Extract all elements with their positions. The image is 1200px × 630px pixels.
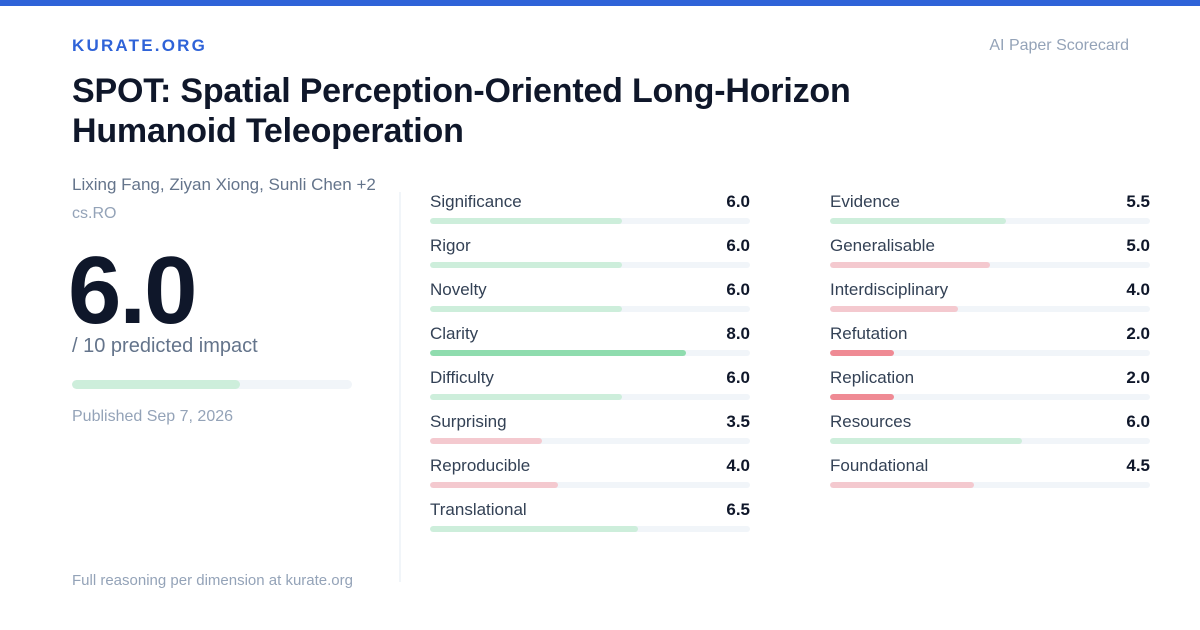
- column-divider: [399, 192, 401, 582]
- metric-interdisciplinary: Interdisciplinary 4.0: [830, 280, 1150, 324]
- metric-value: 4.0: [726, 456, 750, 475]
- metric-value: 3.5: [726, 412, 750, 431]
- metric-bar: [830, 394, 1150, 400]
- brand-logo[interactable]: KURATE.ORG: [72, 36, 208, 55]
- metric-value: 6.0: [726, 368, 750, 387]
- overall-score: 6.0: [68, 237, 197, 344]
- metric-resources: Resources 6.0: [830, 412, 1150, 456]
- metric-bar-fill: [430, 438, 542, 444]
- metric-bar: [430, 438, 750, 444]
- metric-significance: Significance 6.0: [430, 192, 750, 236]
- paper-authors: Lixing Fang, Ziyan Xiong, Sunli Chen +2: [72, 175, 376, 194]
- top-accent-bar: [0, 0, 1200, 6]
- metric-label: Evidence: [830, 192, 900, 211]
- metric-evidence: Evidence 5.5: [830, 192, 1150, 236]
- paper-category: cs.RO: [72, 205, 117, 222]
- metric-bar: [430, 482, 750, 488]
- metric-bar-fill: [430, 350, 686, 356]
- metric-bar-fill: [430, 262, 622, 268]
- metric-label: Resources: [830, 412, 912, 431]
- metric-bar-fill: [830, 218, 1006, 224]
- metric-label: Significance: [430, 192, 522, 211]
- metric-bar-fill: [830, 482, 974, 488]
- metric-bar-fill: [430, 394, 622, 400]
- metric-bar-fill: [830, 394, 894, 400]
- metric-bar-fill: [830, 350, 894, 356]
- metric-surprising: Surprising 3.5: [430, 412, 750, 456]
- metric-bar-fill: [430, 526, 638, 532]
- score-caption: / 10 predicted impact: [72, 335, 258, 357]
- metric-value: 2.0: [1126, 368, 1150, 387]
- metric-label: Replication: [830, 368, 915, 387]
- metric-bar-fill: [430, 218, 622, 224]
- metric-bar: [430, 306, 750, 312]
- metric-label: Novelty: [430, 280, 487, 299]
- metric-translational: Translational 6.5: [430, 500, 750, 544]
- metric-bar: [830, 350, 1150, 356]
- metric-bar-fill: [430, 306, 622, 312]
- metric-value: 5.5: [1126, 192, 1150, 211]
- metric-bar: [430, 526, 750, 532]
- metric-bar: [830, 306, 1150, 312]
- footer-note: Full reasoning per dimension at kurate.o…: [72, 572, 353, 589]
- metric-replication: Replication 2.0: [830, 368, 1150, 412]
- metric-bar: [830, 262, 1150, 268]
- metric-label: Clarity: [430, 324, 479, 343]
- metric-value: 6.0: [726, 192, 750, 211]
- metric-label: Translational: [430, 500, 527, 519]
- metric-label: Generalisable: [830, 236, 935, 255]
- metrics-column-left: Significance 6.0 Rigor 6.0 Novelty 6.0 Clarity…: [430, 192, 750, 544]
- metric-bar: [430, 394, 750, 400]
- metric-value: 4.0: [1126, 280, 1150, 299]
- overall-score-bar: [72, 380, 352, 389]
- metric-bar-fill: [830, 262, 990, 268]
- metric-refutation: Refutation 2.0: [830, 324, 1150, 368]
- metric-value: 2.0: [1126, 324, 1150, 343]
- metric-value: 6.5: [726, 500, 750, 519]
- metric-bar: [430, 262, 750, 268]
- paper-title: SPOT: Spatial Perception-Oriented Long-H…: [72, 72, 851, 150]
- metric-label: Interdisciplinary: [830, 280, 949, 299]
- metric-label: Foundational: [830, 456, 929, 475]
- metric-value: 6.0: [1126, 412, 1150, 431]
- metric-bar-fill: [430, 482, 558, 488]
- metric-value: 4.5: [1126, 456, 1150, 475]
- metric-foundational: Foundational 4.5: [830, 456, 1150, 500]
- metric-rigor: Rigor 6.0: [430, 236, 750, 280]
- metric-bar: [830, 482, 1150, 488]
- tagline: AI Paper Scorecard: [989, 37, 1129, 54]
- metric-label: Reproducible: [430, 456, 531, 475]
- metric-value: 6.0: [726, 236, 750, 255]
- metric-label: Difficulty: [430, 368, 494, 387]
- metric-difficulty: Difficulty 6.0: [430, 368, 750, 412]
- published-date: Published Sep 7, 2026: [72, 408, 234, 425]
- overall-score-bar-fill: [72, 380, 240, 389]
- metric-clarity: Clarity 8.0: [430, 324, 750, 368]
- metrics-column-right: Evidence 5.5 Generalisable 5.0 Interdiscipli…: [830, 192, 1150, 500]
- metric-label: Rigor: [430, 236, 471, 255]
- metric-bar: [830, 438, 1150, 444]
- metric-bar-fill: [830, 306, 958, 312]
- metric-label: Refutation: [830, 324, 908, 343]
- metric-bar: [430, 350, 750, 356]
- metric-value: 5.0: [1126, 236, 1150, 255]
- metric-reproducible: Reproducible 4.0: [430, 456, 750, 500]
- metric-label: Surprising: [430, 412, 507, 431]
- metric-generalisable: Generalisable 5.0: [830, 236, 1150, 280]
- metric-bar: [430, 218, 750, 224]
- metric-value: 6.0: [726, 280, 750, 299]
- metric-value: 8.0: [726, 324, 750, 343]
- metric-bar: [830, 218, 1150, 224]
- metric-bar-fill: [830, 438, 1022, 444]
- metric-novelty: Novelty 6.0: [430, 280, 750, 324]
